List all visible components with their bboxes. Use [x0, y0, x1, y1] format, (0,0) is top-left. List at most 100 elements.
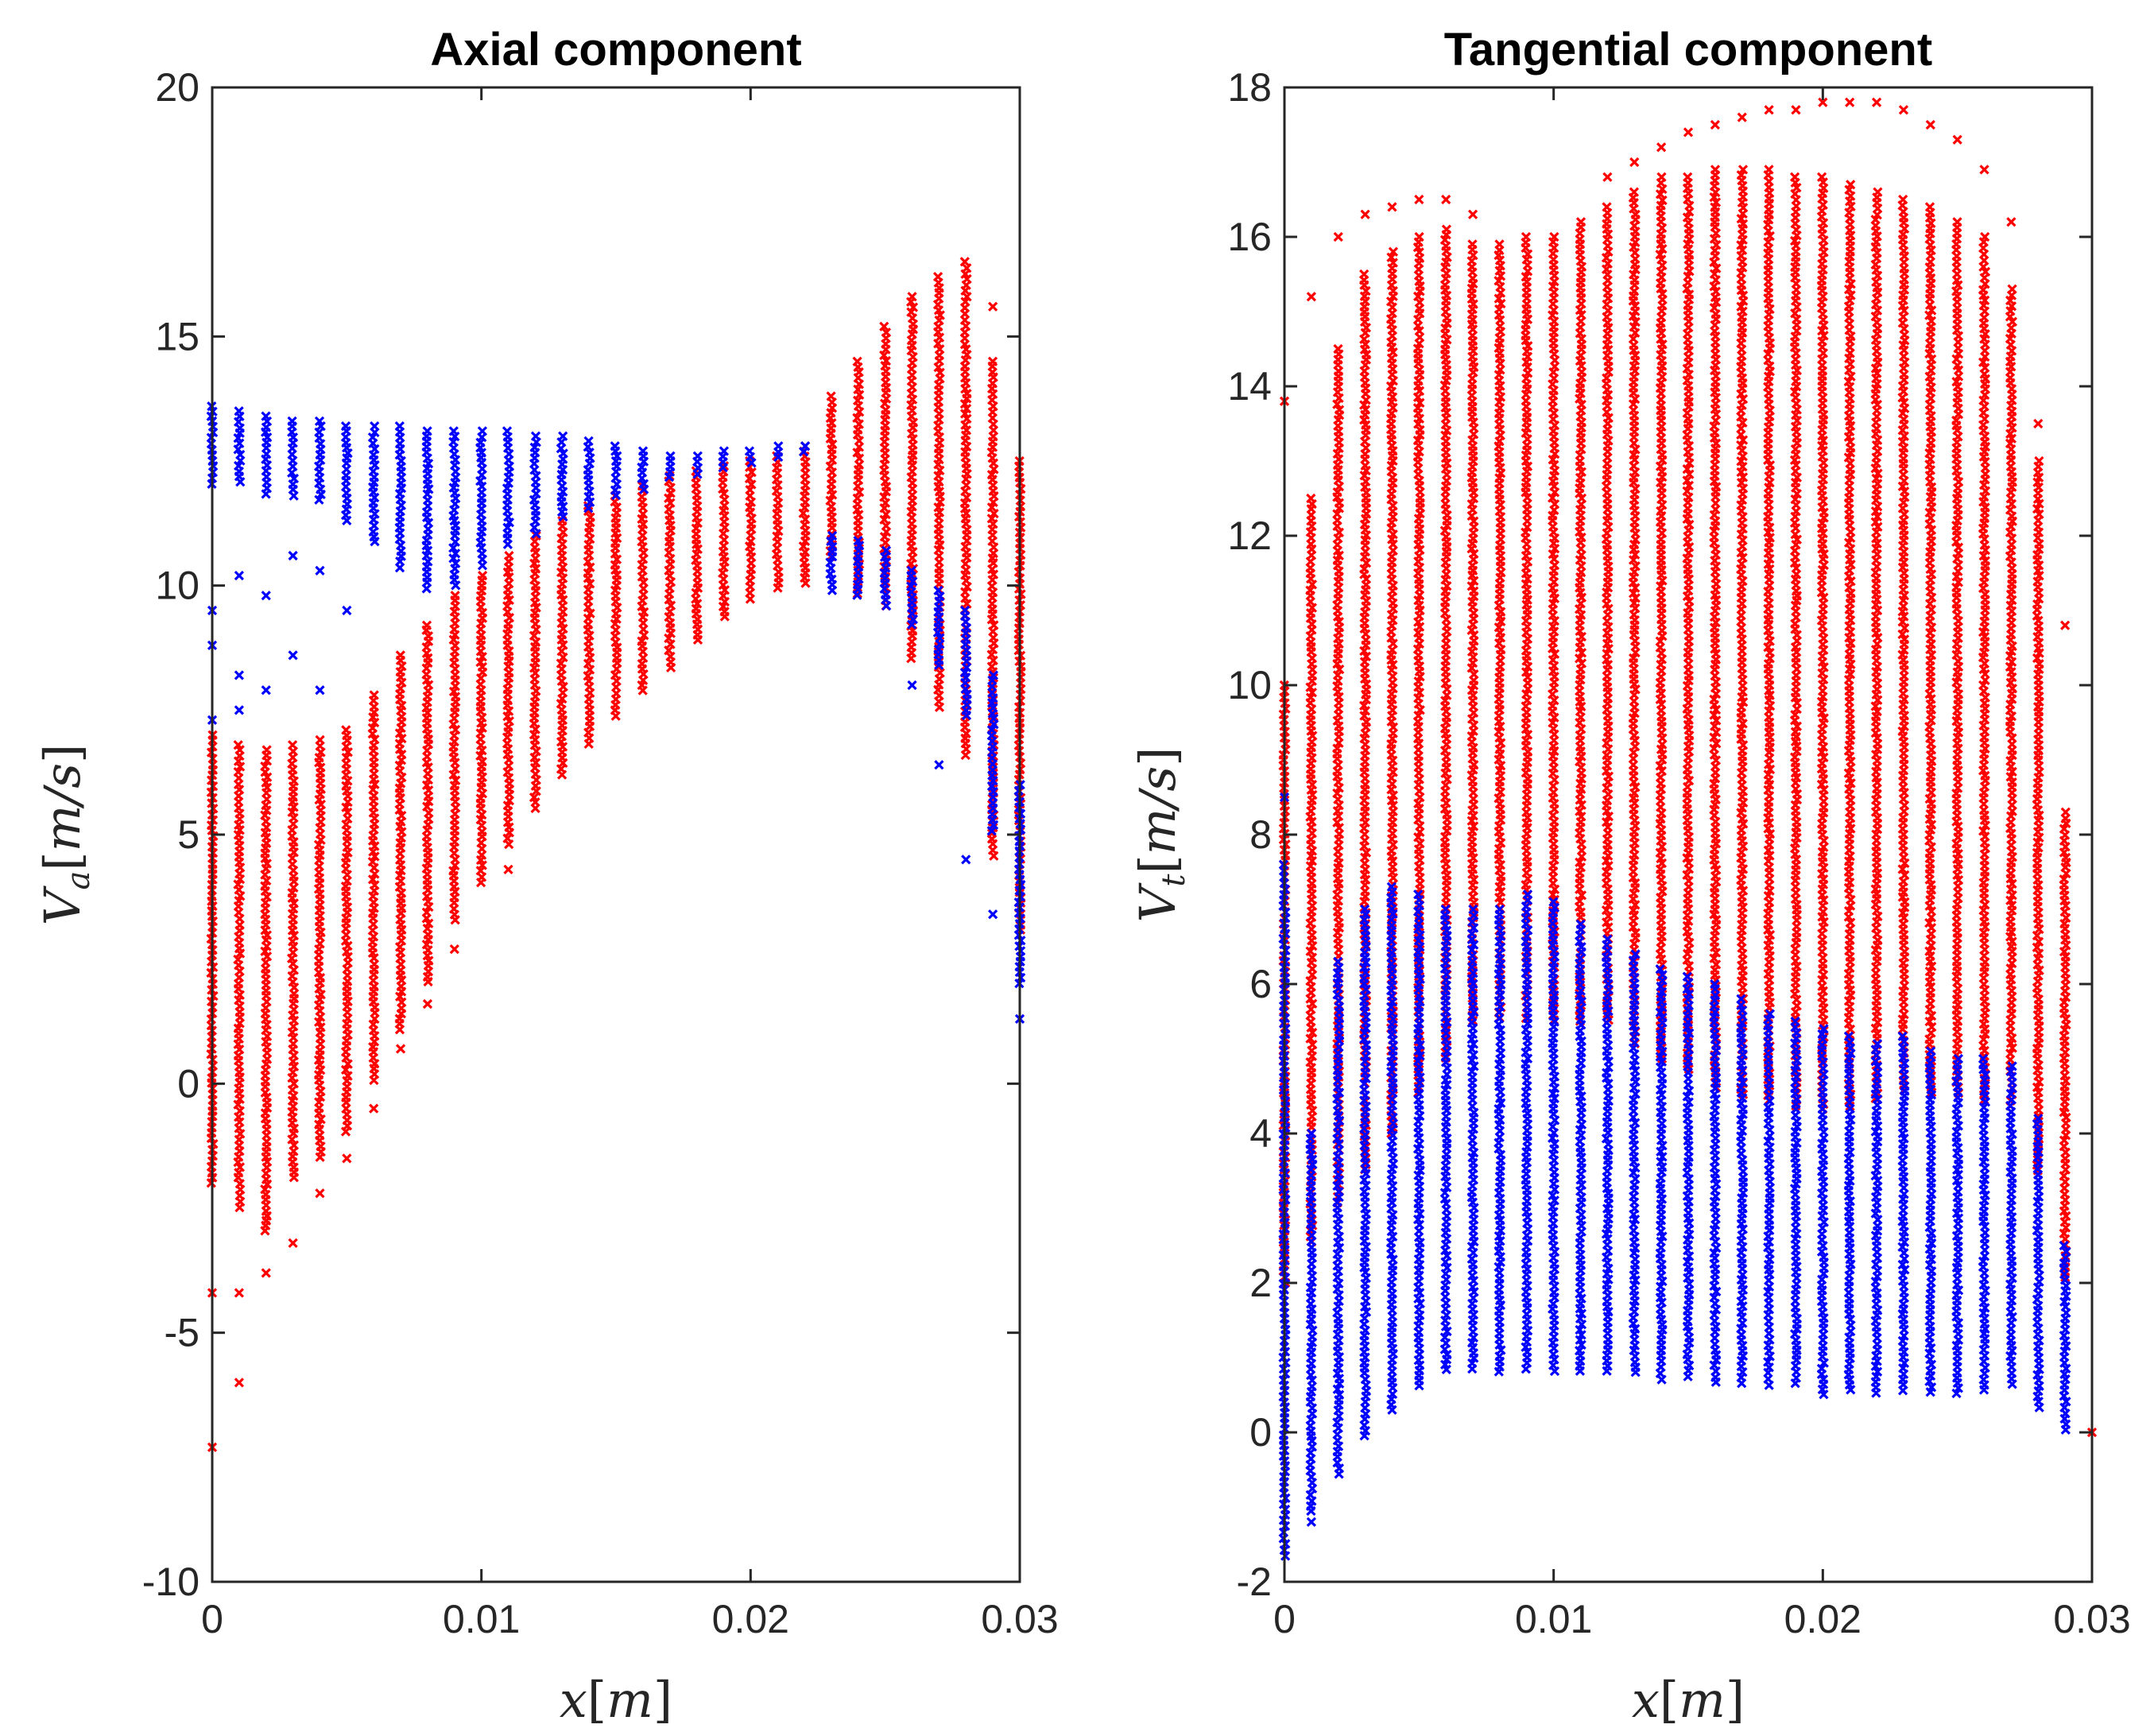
axial-blue-outlier — [315, 565, 325, 575]
tangential-red-column — [2032, 455, 2044, 1176]
tangential-red-outlier — [1925, 119, 1935, 130]
axial-blue-column — [825, 530, 838, 595]
axial-blue-markers — [556, 431, 568, 522]
axial-blue-column — [260, 411, 273, 499]
axial-red-column — [744, 455, 757, 604]
tangential-blue-outlier — [1387, 1405, 1397, 1415]
axial-red-column — [718, 461, 730, 622]
tangential-xtick-label: 0.01 — [1515, 1597, 1592, 1641]
axial-blue-column — [583, 436, 595, 513]
tangential-blue-markers — [1682, 971, 1695, 1381]
tangential-blue-markers — [2059, 1240, 2071, 1435]
tangential-red-column — [2059, 807, 2071, 1283]
tangential-ytick-label: 16 — [1227, 215, 1272, 259]
axial-blue-column — [313, 416, 326, 505]
axial-blue-markers — [986, 670, 999, 836]
axial-blue-column — [744, 446, 757, 468]
axial-red-column — [583, 501, 595, 750]
axial-blue-markers — [692, 451, 703, 479]
tangential-red-outlier — [1871, 97, 1882, 107]
tangential-ytick-label: 4 — [1249, 1111, 1272, 1156]
axial-blue-column — [287, 416, 300, 501]
axial-red-outlier — [987, 301, 998, 312]
tangential-red-column — [1493, 239, 1506, 1023]
axial-blue-column — [879, 545, 892, 611]
axial-blue-outlier — [234, 571, 244, 581]
tangential-blue-column — [1762, 1009, 1776, 1390]
axial-red-column — [233, 740, 246, 1213]
tangential-red-column — [1870, 187, 1883, 1104]
axial-red-outlier — [395, 1044, 406, 1054]
tangential-blue-markers — [1332, 956, 1345, 1479]
axial-blue-markers — [637, 446, 649, 494]
axial-blue-column — [986, 670, 999, 836]
axial-panel: Axial component 0 0.01 0.02 0.03 -10 -5 0 5 10 15… — [33, 24, 1059, 1729]
tangential-blue-outlier — [1306, 1517, 1317, 1527]
axial-ytick-label: 0 — [177, 1061, 200, 1106]
tangential-blue-markers — [1951, 1053, 1964, 1399]
tangential-blue-column — [1924, 1046, 1937, 1397]
axial-red-outlier — [342, 1153, 352, 1164]
axial-blue-column — [905, 565, 919, 630]
axial-blue-markers — [583, 436, 595, 513]
axial-blue-markers — [959, 605, 972, 721]
axial-red-markers — [340, 725, 353, 1137]
tangential-ytick-label: 12 — [1227, 513, 1272, 558]
axial-red-markers — [475, 570, 488, 888]
axial-blue-outlier — [342, 605, 352, 616]
tangential-red-outlier — [1414, 194, 1424, 205]
axial-plot-area — [206, 257, 1026, 1452]
tangential-ytick-label: -2 — [1237, 1560, 1272, 1604]
axial-blue-markers — [879, 545, 892, 611]
axial-xtick-label: 0.01 — [443, 1597, 520, 1641]
tangential-xtick-label: 0.03 — [2053, 1597, 2130, 1641]
axial-blue-column — [959, 605, 972, 721]
axial-red-markers — [421, 620, 434, 987]
tangential-red-column — [1951, 217, 1964, 1099]
tangential-ytick-label: 6 — [1249, 962, 1272, 1006]
tangential-blue-column — [2005, 1061, 2017, 1389]
tangential-red-outlier — [2033, 418, 2044, 429]
tangential-red-markers — [1789, 172, 1803, 1111]
tangential-blue-markers — [2032, 1114, 2044, 1412]
tangential-red-outlier — [1602, 172, 1613, 182]
axial-blue-markers — [932, 585, 945, 670]
axial-blue-outlier — [934, 760, 944, 770]
axial-xtick-label: 0 — [201, 1597, 223, 1641]
tangential-xtick-label: 0.02 — [1784, 1597, 1862, 1641]
tangential-red-outlier — [1845, 97, 1855, 107]
axial-blue-outlier — [288, 550, 298, 561]
axial-red-markers — [798, 441, 811, 588]
tangential-red-outlier — [1656, 142, 1667, 153]
axial-red-markers — [260, 745, 273, 1236]
axial-ticks: 0 0.01 0.02 0.03 -10 -5 0 5 10 15 20 — [142, 65, 1059, 1641]
axial-blue-column — [664, 451, 676, 482]
tangential-ytick-label: 14 — [1227, 364, 1272, 409]
axial-red-markers — [313, 734, 327, 1162]
tangential-red-outlier — [1764, 105, 1774, 115]
axial-red-column — [691, 466, 703, 645]
axial-red-outlier — [503, 864, 513, 875]
tangential-blue-markers — [1897, 1031, 1910, 1396]
axial-red-outlier — [288, 1238, 298, 1249]
axial-red-column — [637, 481, 649, 696]
axial-blue-column — [529, 431, 541, 539]
axial-red-markers — [744, 455, 757, 604]
tangential-blue-column — [1521, 889, 1533, 1374]
axial-blue-column — [502, 426, 515, 550]
tangential-blue-column — [1574, 919, 1587, 1376]
axial-red-outlier — [234, 1378, 244, 1388]
tangential-blue-column — [1655, 964, 1668, 1385]
axial-blue-markers — [260, 411, 273, 499]
tangential-blue-markers — [1466, 904, 1479, 1374]
axial-ytick-label: 20 — [155, 65, 200, 110]
axial-blue-column — [421, 426, 434, 594]
tangential-blue-column — [1789, 1016, 1803, 1389]
tangential-red-outlier — [1791, 105, 1801, 115]
axial-red-outlier — [422, 998, 433, 1009]
tangential-blue-markers — [1978, 1053, 1991, 1395]
axial-xtick-label: 0.02 — [712, 1597, 789, 1641]
axial-blue-markers — [448, 426, 461, 591]
axial-red-markers — [771, 451, 784, 593]
